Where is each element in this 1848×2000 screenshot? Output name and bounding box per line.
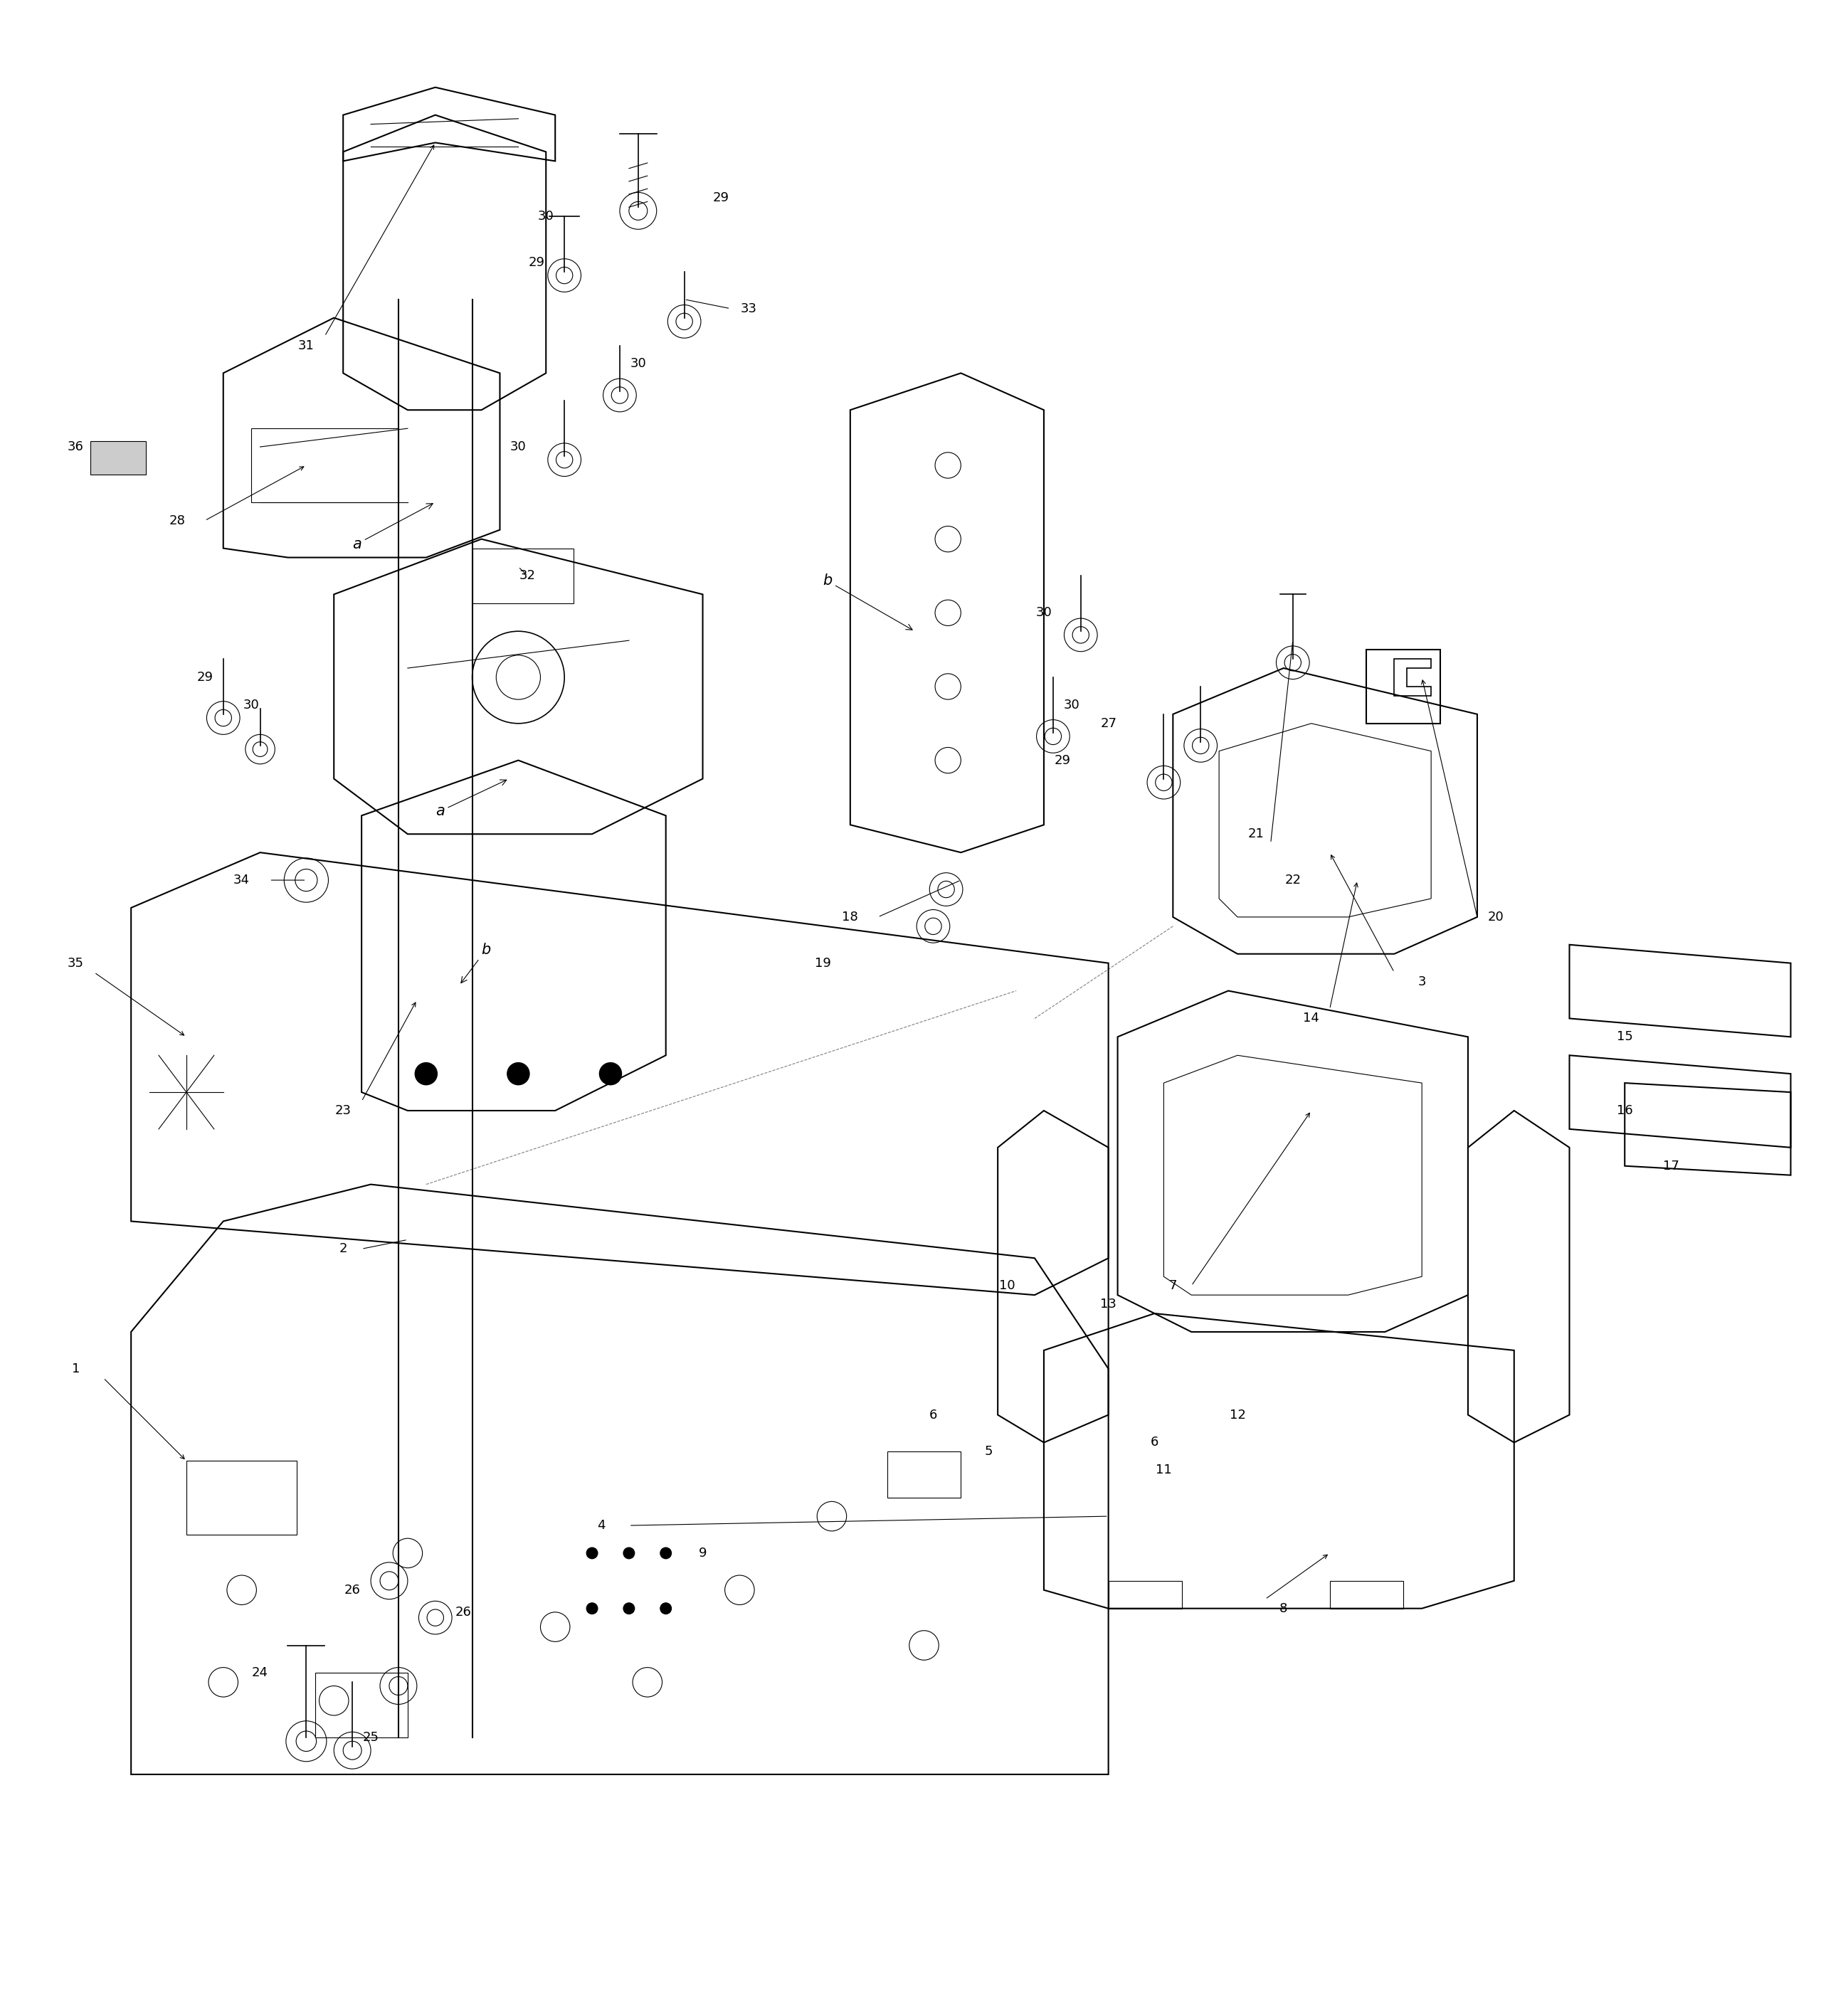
Text: 22: 22 [1284,874,1301,886]
Bar [91,442,146,474]
Text: 36: 36 [68,440,83,454]
Text: 23: 23 [334,1104,351,1118]
Text: 6: 6 [930,1408,937,1422]
Text: 31: 31 [298,340,314,352]
Circle shape [660,1602,671,1614]
Text: 2: 2 [338,1242,347,1256]
Circle shape [416,1062,438,1084]
Text: 15: 15 [1617,1030,1634,1044]
Circle shape [586,1548,597,1558]
Text: 6: 6 [1151,1436,1159,1448]
Text: 28: 28 [168,514,185,528]
Text: 29: 29 [713,192,730,204]
Circle shape [660,1548,671,1558]
Text: 30: 30 [1035,606,1052,620]
Text: 30: 30 [242,698,259,712]
Bar [251,428,399,502]
Circle shape [586,1602,597,1614]
Text: 4: 4 [597,1520,606,1532]
Text: 30: 30 [1063,698,1079,712]
Text: 17: 17 [1663,1160,1680,1172]
Circle shape [623,1548,634,1558]
Text: 12: 12 [1229,1408,1246,1422]
Text: 19: 19 [815,956,832,970]
Text: 30: 30 [538,210,554,222]
Text: 5: 5 [985,1446,992,1458]
Text: 29: 29 [196,670,213,684]
Text: a: a [436,780,506,818]
Text: 26: 26 [455,1606,471,1618]
Text: 32: 32 [519,570,536,582]
Circle shape [506,1062,529,1084]
Text: 8: 8 [1279,1602,1288,1614]
Bar [1109,1580,1183,1608]
Text: 34: 34 [233,874,249,886]
Text: 35: 35 [68,956,83,970]
Text: a: a [353,504,432,552]
Text: 21: 21 [1247,828,1264,840]
Text: 30: 30 [510,440,527,454]
Text: 11: 11 [1155,1464,1172,1476]
Text: 29: 29 [1053,754,1070,766]
Text: 33: 33 [741,302,758,314]
Text: 10: 10 [1000,1280,1015,1292]
Text: b: b [460,942,492,982]
Text: 7: 7 [1168,1280,1177,1292]
Text: 29: 29 [529,256,545,268]
Text: 25: 25 [362,1732,379,1744]
Text: 13: 13 [1100,1298,1116,1310]
Bar [887,1452,961,1498]
Text: 27: 27 [1100,718,1116,730]
Text: 30: 30 [630,358,647,370]
Text: 3: 3 [1417,976,1427,988]
Bar [1331,1580,1403,1608]
Circle shape [599,1062,621,1084]
Text: 20: 20 [1488,910,1504,924]
Bar [316,1672,408,1738]
Bar [187,1460,298,1534]
Text: 1: 1 [72,1362,79,1376]
Text: 9: 9 [699,1546,706,1560]
Text: 18: 18 [843,910,857,924]
Text: 24: 24 [251,1666,268,1680]
Text: 26: 26 [344,1584,360,1596]
Text: b: b [822,574,913,630]
Circle shape [623,1602,634,1614]
Text: 14: 14 [1303,1012,1319,1024]
Text: 16: 16 [1617,1104,1634,1118]
